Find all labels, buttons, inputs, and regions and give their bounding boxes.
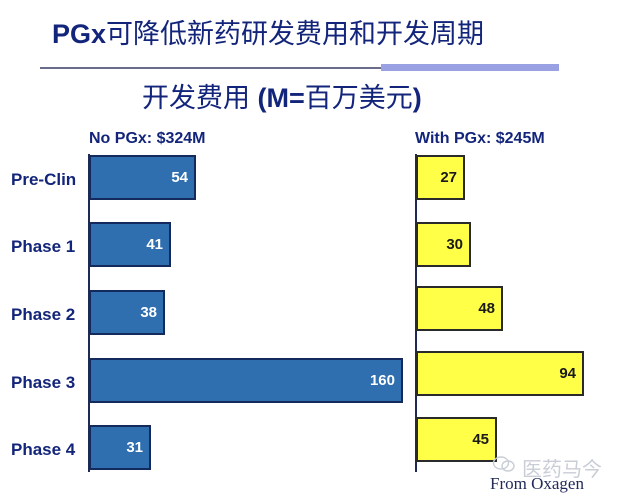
watermark-text: 医药马今 [522,459,602,481]
wechat-icon [492,456,515,472]
bar-no-pgx-phase2: 38 [89,290,165,335]
bar-with-pgx-phase4: 45 [416,417,497,462]
with-pgx-header: With PGx: $245M [415,130,545,147]
subtitle-unit-open: (M= [257,83,305,113]
no-pgx-header: No PGx: $324M [89,130,206,147]
source-caption: From Oxagen [490,474,584,493]
bar-with-pgx-phase2: 48 [416,286,503,331]
row-label-phase2: Phase 2 [11,305,76,324]
title-prefix: PGx [52,19,107,49]
bar-no-pgx-phase3: 160 [89,358,403,403]
chart-subtitle: 开发费用 (M=百万美元) [142,76,422,115]
bar-no-pgx-phase4: 31 [89,425,151,470]
subtitle-unit-text: 百万美元 [304,83,413,113]
bar-with-pgx-phase3: 94 [416,351,584,396]
bar-with-pgx-phase1: 30 [416,222,471,267]
title-text: 可降低新药研发费用和开发周期 [106,19,485,49]
title-divider-accent [381,64,559,71]
bar-no-pgx-phase1: 41 [89,222,171,267]
row-label-phase4: Phase 4 [11,440,76,459]
bar-with-pgx-preclin: 27 [416,155,465,200]
row-label-phase1: Phase 1 [11,237,76,256]
row-label-phase3: Phase 3 [11,373,76,392]
title-divider-line [40,67,420,69]
subtitle-unit-close: ) [412,83,422,113]
page-title: PGx可降低新药研发费用和开发周期 [52,12,484,51]
row-label-preclin: Pre-Clin [11,170,77,189]
bar-no-pgx-preclin: 54 [89,155,196,200]
subtitle-prefix: 开发费用 [142,83,258,113]
